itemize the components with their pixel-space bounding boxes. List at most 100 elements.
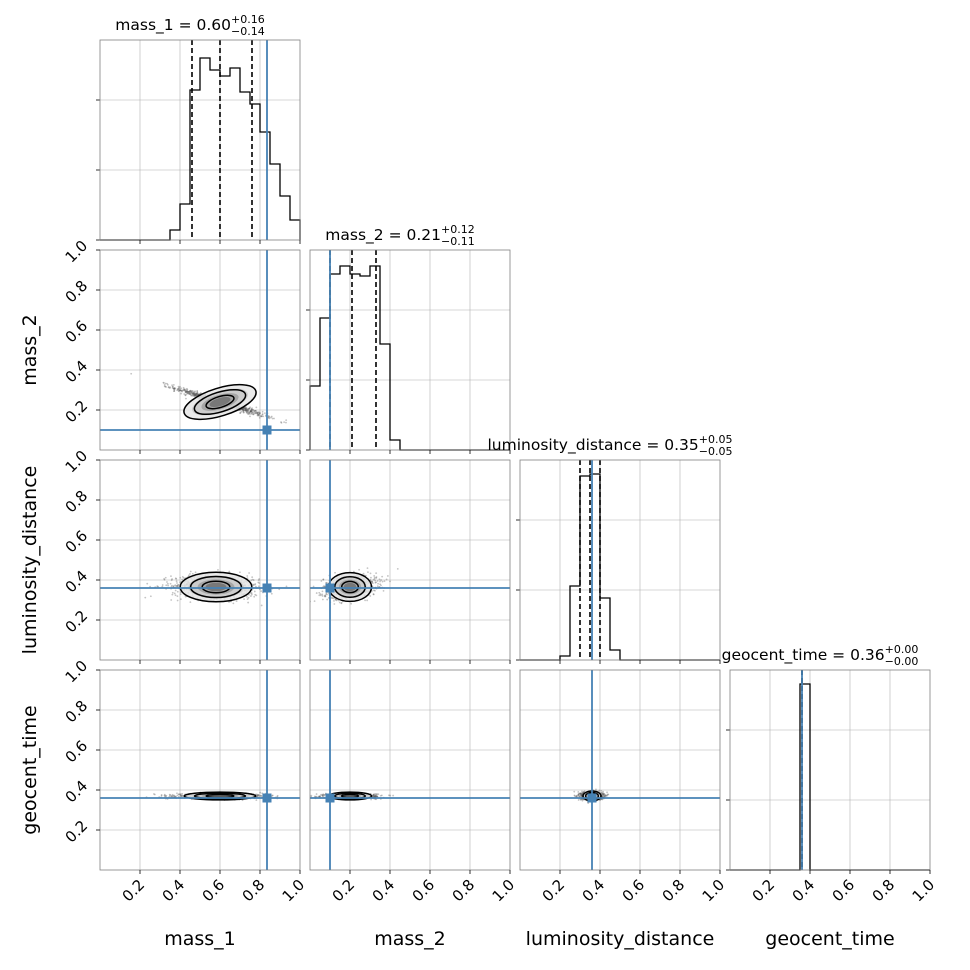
sample-point — [247, 412, 249, 415]
y-tick-label: 0.2 — [62, 817, 92, 847]
sample-point — [217, 568, 219, 571]
sample-point — [373, 576, 376, 579]
sample-point — [189, 601, 192, 604]
sample-point — [250, 592, 253, 595]
sample-point — [188, 390, 191, 393]
hist-panel-mass_2: mass_2 = 0.21+0.12−0.11 — [306, 223, 511, 454]
panel-background — [310, 460, 510, 660]
sample-point — [250, 408, 253, 411]
sample-point — [376, 795, 379, 798]
sample-point — [372, 593, 375, 595]
sample-point — [179, 793, 182, 796]
sample-point — [244, 407, 246, 410]
sample-point — [190, 394, 193, 397]
sample-point — [182, 386, 185, 389]
sample-point — [374, 795, 377, 798]
sample-point — [175, 577, 178, 580]
sample-point — [250, 593, 253, 596]
sample-point — [242, 408, 245, 411]
sample-point — [374, 794, 377, 796]
sample-point — [181, 575, 184, 578]
sample-point — [251, 410, 254, 413]
sample-point — [181, 794, 183, 797]
sample-point — [173, 592, 176, 595]
sample-point — [250, 410, 252, 413]
sample-point — [321, 794, 324, 797]
sample-point — [255, 594, 258, 597]
sample-point — [171, 793, 174, 796]
sample-point — [252, 408, 255, 411]
sample-point — [196, 392, 199, 395]
sample-point — [187, 391, 190, 393]
sample-point — [259, 415, 262, 417]
sample-point — [372, 794, 375, 796]
sample-point — [248, 412, 251, 415]
panel-border — [99, 249, 301, 451]
sample-point — [375, 795, 378, 797]
sample-point — [194, 393, 197, 396]
sample-point — [392, 794, 395, 797]
sample-point — [246, 408, 249, 411]
sample-point — [193, 395, 196, 397]
sample-point — [321, 593, 324, 596]
sample-point — [257, 413, 260, 416]
sample-point — [241, 408, 244, 411]
sample-point — [185, 390, 188, 393]
sample-point — [177, 390, 180, 393]
sample-point — [258, 416, 261, 419]
sample-point — [380, 579, 383, 581]
density-contour — [189, 575, 243, 599]
scatter-panel-mass_2-geocent_time: 0.2 0.4 0.6 0.8 1.0 — [309, 669, 518, 905]
sample-point — [253, 412, 255, 415]
sample-point — [166, 382, 169, 385]
sample-point — [396, 568, 399, 570]
x-tick-label: 1.0 — [279, 876, 309, 906]
sample-point — [602, 793, 605, 795]
sample-point — [246, 410, 248, 413]
title-minus: −0.05 — [699, 445, 733, 458]
sample-point — [248, 407, 250, 410]
sample-point — [242, 411, 245, 414]
density-contour — [201, 580, 231, 594]
sample-point — [257, 585, 260, 588]
sample-point — [257, 579, 260, 581]
sample-point — [321, 794, 324, 797]
sample-point — [180, 795, 183, 797]
panel-background — [730, 670, 930, 870]
title-minus: −0.14 — [231, 25, 265, 38]
sample-point — [261, 413, 264, 415]
panel-border — [99, 39, 301, 241]
sample-point — [285, 419, 288, 422]
y-tick-label: 0.8 — [62, 697, 92, 727]
sample-point — [378, 578, 381, 581]
sample-point — [165, 584, 168, 587]
sample-point — [179, 581, 181, 584]
sample-point — [167, 584, 170, 587]
sample-point — [374, 589, 376, 592]
sample-point — [372, 794, 375, 797]
sample-point — [268, 415, 270, 418]
sample-point — [179, 385, 181, 388]
sample-point — [171, 385, 174, 388]
sample-point — [169, 794, 172, 797]
sample-point — [255, 412, 258, 414]
sample-point — [192, 390, 195, 393]
sample-point — [370, 576, 372, 579]
sample-point — [324, 594, 327, 597]
sample-point — [179, 793, 182, 795]
sample-point — [179, 795, 182, 797]
sample-point — [197, 393, 200, 396]
sample-point — [172, 384, 175, 386]
sample-point — [164, 794, 166, 797]
sample-point — [161, 584, 164, 586]
sample-point — [374, 795, 377, 798]
sample-point — [164, 382, 167, 385]
sample-point — [255, 793, 258, 796]
sample-point — [258, 412, 261, 415]
density-level — [209, 794, 231, 798]
sample-point — [330, 596, 333, 599]
sample-point — [163, 385, 166, 388]
sample-point — [245, 411, 248, 414]
sample-point — [176, 794, 179, 797]
sample-point — [181, 390, 183, 393]
